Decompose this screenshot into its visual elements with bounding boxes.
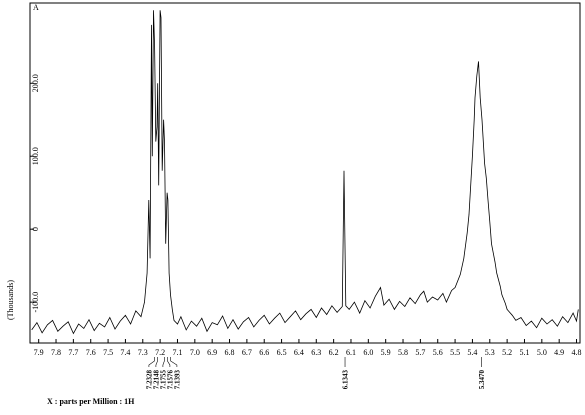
x-tick-label: 5.8	[398, 348, 408, 357]
x-tick-label: 6.1	[346, 348, 356, 357]
x-tick-label: 7.9	[34, 348, 44, 357]
peak-marker	[148, 357, 155, 367]
x-tick-label: 7.8	[51, 348, 61, 357]
x-tick-label: 5.7	[415, 348, 425, 357]
spectrum-line	[31, 10, 579, 335]
x-tick-label: 6.0	[363, 348, 373, 357]
x-tick-label: 5.4	[467, 348, 477, 357]
x-tick-label: 6.5	[277, 348, 287, 357]
x-tick-label: 7.6	[86, 348, 96, 357]
peak-marker	[155, 357, 158, 367]
x-tick-label: 4.9	[554, 348, 564, 357]
x-tick-label: 6.2	[329, 348, 339, 357]
x-tick-label: 6.3	[311, 348, 321, 357]
x-tick-label: 7.3	[138, 348, 148, 357]
x-tick-label: 5.2	[502, 348, 512, 357]
x-tick-label: 6.6	[259, 348, 269, 357]
x-tick-label: 5.3	[485, 348, 495, 357]
x-tick-label: 5.9	[381, 348, 391, 357]
x-tick-label: 7.2	[155, 348, 165, 357]
peak-label: 5.3470	[478, 370, 486, 390]
y-axis-label: (Thousands)	[6, 280, 15, 320]
x-tick-label: 7.0	[190, 348, 200, 357]
peak-label: 7.2328	[145, 370, 153, 390]
x-tick-label: 5.6	[433, 348, 443, 357]
peak-label: 7.1393	[173, 370, 181, 390]
peak-label: 7.1576	[166, 370, 174, 390]
y-tick-label: 0	[31, 227, 40, 231]
x-tick-label: 5.5	[450, 348, 460, 357]
x-tick-label: 5.1	[519, 348, 529, 357]
x-tick-label: 7.4	[120, 348, 130, 357]
peak-marker	[170, 357, 178, 367]
plot-frame	[29, 2, 581, 344]
peak-label: 6.1343	[342, 370, 350, 390]
x-tick-label: 7.1	[172, 348, 182, 357]
corner-label: A	[33, 3, 39, 12]
x-tick-label: 7.5	[103, 348, 113, 357]
peak-marker	[162, 357, 165, 367]
peak-label: 7.1755	[159, 370, 167, 390]
x-tick-label: 7.7	[68, 348, 78, 357]
x-tick-label: 6.4	[294, 348, 304, 357]
y-tick-label: 100.0	[31, 147, 40, 165]
x-tick-label: 4.8	[572, 348, 582, 357]
y-tick-label: 200.0	[31, 74, 40, 92]
peak-marker	[167, 357, 171, 367]
y-tick-label: -100.0	[31, 292, 40, 313]
x-tick-label: 6.7	[242, 348, 252, 357]
x-tick-label: 6.9	[207, 348, 217, 357]
x-tick-label: 5.0	[537, 348, 547, 357]
peak-label: 7.2148	[152, 370, 160, 390]
x-tick-label: 6.8	[225, 348, 235, 357]
x-axis-label: X : parts per Million : 1H	[47, 397, 135, 406]
